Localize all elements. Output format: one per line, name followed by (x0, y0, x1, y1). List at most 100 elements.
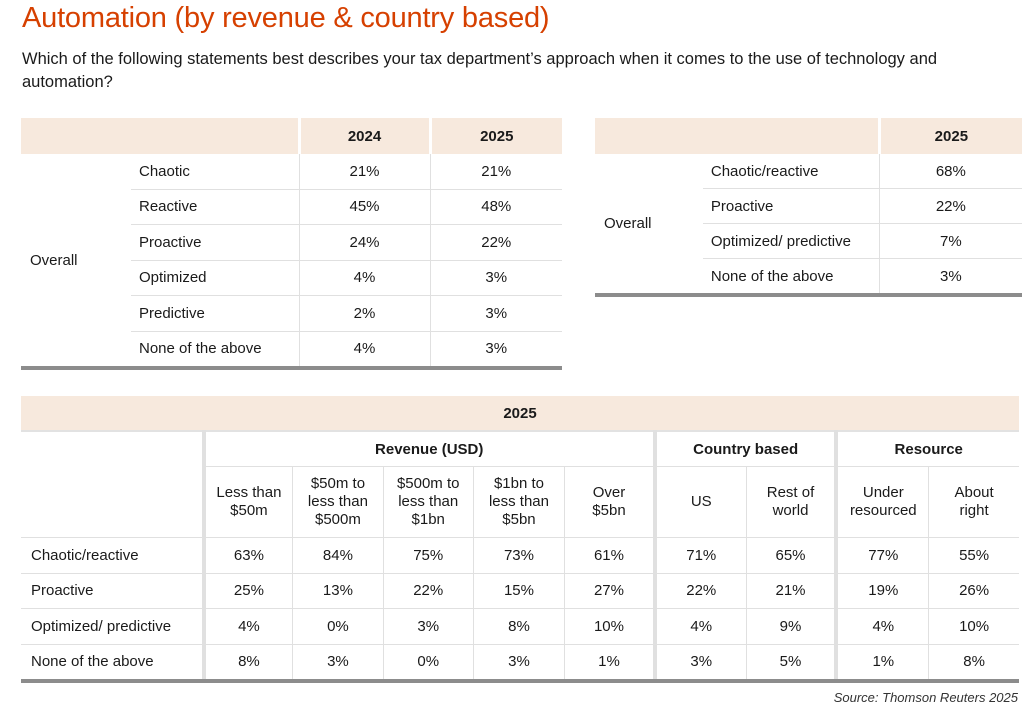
value-cell: 8% (201, 644, 293, 683)
column-header: Less than $50m (201, 466, 293, 538)
value-cell: 4% (298, 331, 430, 370)
page-title: Automation (by revenue & country based) (22, 2, 550, 34)
value-cell: 55% (928, 537, 1019, 574)
table-row: Overall Chaotic 21% 21% (21, 154, 562, 370)
value-cell: 4% (298, 260, 430, 296)
group-header-resource: Resource (834, 431, 1019, 467)
column-header: $500m to less than $1bn (382, 466, 474, 538)
row-label: Proactive (131, 224, 299, 261)
value-cell: 3% (429, 295, 562, 332)
value-cell: 0% (292, 608, 384, 645)
table-row: Predictive 2% 3% (21, 295, 562, 332)
table-row: Chaotic/reactive 63% 84% 75% 73% 61% 71%… (21, 537, 1019, 574)
group-header-country: Country based (652, 431, 837, 467)
value-cell: 2% (298, 295, 430, 332)
value-cell: 22% (382, 573, 474, 609)
value-cell: 84% (292, 537, 384, 574)
source-note: Source: Thomson Reuters 2025 (833, 690, 1018, 705)
header-year: 2025 (428, 118, 562, 154)
table-row: Proactive 25% 13% 22% 15% 27% 22% 21% 19… (21, 573, 1019, 609)
value-cell: 4% (834, 608, 929, 645)
value-cell: 3% (429, 331, 562, 370)
row-label: Reactive (131, 189, 299, 225)
value-cell: 22% (652, 573, 747, 609)
group-label: Overall (595, 154, 703, 297)
column-header: $1bn to less than $5bn (472, 466, 565, 538)
value-cell: 68% (878, 154, 1022, 189)
value-cell: 3% (292, 644, 384, 683)
value-cell: 63% (201, 537, 293, 574)
value-cell: 21% (298, 154, 430, 190)
row-label: Proactive (21, 573, 204, 609)
value-cell: 0% (382, 644, 474, 683)
row-label: None of the above (21, 644, 204, 683)
value-cell: 25% (201, 573, 293, 609)
value-cell: 65% (745, 537, 837, 574)
value-cell: 10% (928, 608, 1019, 645)
header-year: 2024 (297, 118, 430, 154)
value-cell: 26% (928, 573, 1019, 609)
group-header-revenue: Revenue (USD) (201, 431, 655, 467)
table-overall-2025: 2025 Overall Chaotic/reactive 68% Proact… (595, 118, 1022, 297)
group-label: Overall (21, 154, 131, 370)
header-blank (21, 118, 299, 154)
value-cell: 1% (564, 644, 655, 683)
value-cell: 4% (201, 608, 293, 645)
value-cell: 48% (429, 189, 562, 225)
row-label: Chaotic (131, 154, 299, 190)
value-cell: 3% (652, 644, 747, 683)
value-cell: 7% (878, 223, 1022, 259)
value-cell: 61% (564, 537, 655, 574)
value-cell: 5% (745, 644, 837, 683)
row-label: Chaotic/reactive (702, 154, 880, 189)
row-label: Optimized/ predictive (21, 608, 204, 645)
header-blank (595, 118, 880, 154)
value-cell: 8% (928, 644, 1019, 683)
column-header: Rest of world (745, 466, 837, 538)
value-cell: 75% (382, 537, 474, 574)
row-label: Optimized (131, 260, 299, 296)
header-year: 2025 (21, 396, 1019, 432)
table-by-segment-2025: 2025 Revenue (USD) Country based Resourc… (21, 396, 1019, 683)
table-row: Proactive 24% 22% (21, 224, 562, 261)
value-cell: 21% (429, 154, 562, 190)
column-header: Under resourced (834, 466, 929, 538)
value-cell: 8% (472, 608, 565, 645)
value-cell: 9% (745, 608, 837, 645)
value-cell: 3% (878, 258, 1022, 297)
table-row: Optimized/ predictive 7% (595, 223, 1022, 259)
value-cell: 21% (745, 573, 837, 609)
value-cell: 15% (472, 573, 565, 609)
value-cell: 27% (564, 573, 655, 609)
header-blank (21, 431, 204, 538)
row-label: None of the above (131, 331, 299, 370)
value-cell: 45% (298, 189, 430, 225)
row-label: Optimized/ predictive (702, 223, 880, 259)
value-cell: 3% (382, 608, 474, 645)
value-cell: 19% (834, 573, 929, 609)
value-cell: 3% (429, 260, 562, 296)
value-cell: 10% (564, 608, 655, 645)
value-cell: 77% (834, 537, 929, 574)
row-label: None of the above (702, 258, 880, 297)
survey-question: Which of the following statements best d… (22, 50, 938, 91)
table-overall-2024-2025: 2024 2025 Overall Chaotic 21% 21% Reacti… (21, 118, 562, 370)
table-row: None of the above 3% (595, 258, 1022, 297)
value-cell: 24% (298, 224, 430, 261)
table-row: Proactive 22% (595, 188, 1022, 224)
value-cell: 1% (834, 644, 929, 683)
column-header: Over $5bn (564, 466, 655, 538)
value-cell: 4% (652, 608, 747, 645)
value-cell: 13% (292, 573, 384, 609)
table-row: Optimized/ predictive 4% 0% 3% 8% 10% 4%… (21, 608, 1019, 645)
table-row: None of the above 4% 3% (21, 331, 562, 370)
header-year: 2025 (877, 118, 1022, 154)
value-cell: 71% (652, 537, 747, 574)
column-header: About right (928, 466, 1019, 538)
value-cell: 3% (472, 644, 565, 683)
value-cell: 22% (878, 188, 1022, 224)
table-row: Optimized 4% 3% (21, 260, 562, 296)
table-row: Reactive 45% 48% (21, 189, 562, 225)
row-label: Proactive (702, 188, 880, 224)
value-cell: 73% (472, 537, 565, 574)
